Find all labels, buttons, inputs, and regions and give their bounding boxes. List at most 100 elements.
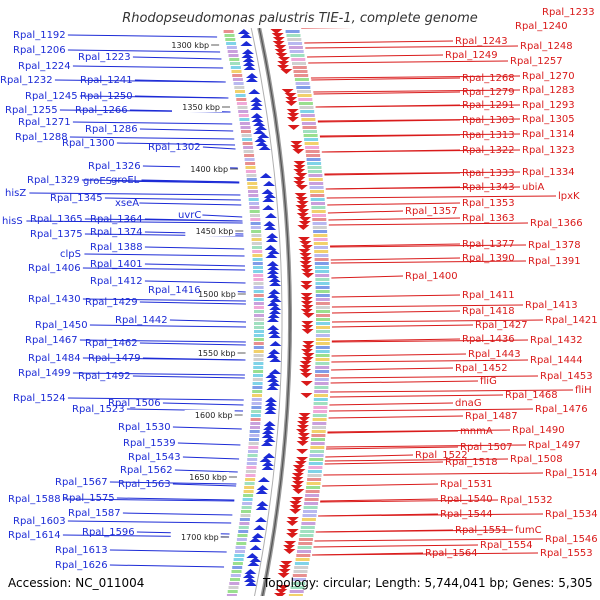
forward-leader-line	[84, 253, 245, 257]
reverse-gene-label: Rpal_1279	[462, 87, 515, 98]
reverse-leader-line	[329, 408, 534, 412]
map-title: Rhodopseudomonas palustris TIE-1, comple…	[122, 11, 478, 26]
reverse-leader-line	[319, 133, 521, 137]
cog-stripe-inner	[245, 162, 256, 165]
cog-stripe-outer	[309, 182, 324, 185]
forward-gene-arrow	[265, 253, 278, 258]
forward-gene-arrow	[250, 105, 263, 110]
reverse-leader-line	[323, 472, 544, 476]
kbp-tick-bg	[180, 164, 231, 174]
cog-stripe-outer	[312, 414, 327, 417]
reverse-gene-label: Rpal_1518	[445, 457, 498, 468]
forward-gene-label: Rpal_1543	[128, 452, 181, 463]
forward-gene-label: Rpal_1462	[85, 338, 138, 349]
reverse-leader-line	[313, 91, 461, 95]
kbp-tick-bg	[161, 40, 212, 50]
forward-gene-label: groES	[83, 176, 112, 187]
reverse-gene-arrow	[298, 413, 311, 418]
reverse-gene-arrow	[300, 285, 313, 290]
cog-stripe-outer	[315, 306, 330, 309]
reverse-gene-arrow	[277, 61, 290, 66]
forward-gene-label: Rpal_1429	[85, 297, 138, 308]
kbp-tick-label: 1550 kbp	[198, 349, 236, 358]
forward-leader-line	[139, 301, 246, 305]
cog-stripe-inner	[245, 474, 256, 477]
cog-stripe-inner	[253, 334, 264, 337]
forward-gene-label: Rpal_1364	[90, 214, 143, 225]
forward-gene-label: Rpal_1626	[55, 560, 108, 571]
forward-gene-label: Rpal_1523	[72, 404, 125, 415]
reverse-gene-label: Rpal_1444	[530, 355, 583, 366]
forward-gene-arrow	[267, 377, 280, 382]
forward-gene-arrow	[245, 77, 258, 82]
cog-stripe-outer	[315, 338, 330, 341]
forward-gene-label: Rpal_1450	[35, 320, 88, 331]
reverse-gene-label: Rpal_1554	[480, 540, 533, 551]
genome-summary-text: Topology: circular; Length: 5,744,041 bp…	[262, 576, 593, 590]
forward-leader-line	[142, 357, 246, 361]
reverse-leader-line	[329, 394, 504, 398]
cog-stripe-outer	[312, 214, 326, 217]
cog-stripe-outer	[315, 274, 330, 277]
cog-stripe-outer	[300, 110, 315, 113]
reverse-leader-line	[308, 60, 509, 64]
reverse-gene-arrow	[284, 93, 297, 98]
cog-stripe-inner	[250, 222, 261, 225]
reverse-leader-line	[310, 75, 521, 79]
reverse-gene-arrow	[297, 437, 310, 442]
cog-stripe-outer	[314, 254, 329, 257]
cog-stripe-inner	[251, 238, 262, 241]
reverse-gene-arrow	[299, 217, 312, 222]
reverse-gene-arrow	[285, 101, 298, 106]
cog-stripe-inner	[236, 102, 247, 105]
reverse-gene-labels: Rpal_1233 Rpal_1240 Rpal_1243 Rpal_1248 Rpal…	[405, 7, 598, 559]
forward-leader-line	[139, 342, 246, 346]
reverse-gene-arrow	[300, 381, 313, 386]
cog-stripe-outer	[312, 222, 327, 225]
reverse-gene-label: Rpal_1391	[528, 256, 581, 267]
cog-stripe-outer	[307, 166, 322, 169]
reverse-gene-label: ubiA	[522, 182, 544, 193]
reverse-leader-line	[313, 544, 479, 548]
cog-stripe-outer	[312, 218, 327, 221]
reverse-gene-arrow	[301, 329, 314, 334]
kbp-tick-bg	[187, 289, 238, 299]
cog-stripe-inner	[253, 270, 264, 273]
cog-stripe-inner	[243, 146, 254, 149]
forward-gene-arrow	[262, 197, 275, 202]
cog-stripe-inner	[231, 570, 242, 573]
forward-gene-arrow	[264, 401, 277, 406]
forward-gene-arrow	[240, 41, 253, 46]
cog-stripe-outer	[307, 162, 322, 165]
cog-stripe-outer	[312, 422, 327, 425]
reverse-gene-arrow	[287, 113, 300, 118]
forward-leader-line	[134, 95, 229, 99]
forward-gene-arrow	[256, 485, 269, 490]
reverse-gene-arrow	[284, 541, 297, 546]
forward-gene-arrow	[268, 349, 281, 354]
reverse-gene-label: Rpal_1476	[535, 404, 588, 415]
forward-gene-arrow	[261, 465, 274, 470]
cog-stripe-inner	[248, 442, 259, 445]
cog-stripe-inner	[226, 46, 237, 49]
reverse-leader-line	[330, 389, 574, 393]
cog-stripe-inner	[253, 342, 264, 345]
reverse-gene-arrow	[280, 69, 293, 74]
forward-leader-line	[72, 121, 233, 125]
reverse-leader-line	[327, 210, 404, 214]
forward-gene-label: Rpal_1430	[28, 294, 81, 305]
forward-gene-label: Rpal_1192	[13, 30, 66, 41]
cog-stripe-inner	[247, 186, 258, 189]
cog-stripe-outer	[315, 374, 329, 377]
forward-gene-arrow	[251, 117, 264, 122]
cog-stripe-outer	[294, 74, 309, 77]
cog-stripe-inner	[248, 190, 258, 193]
forward-gene-arrow	[249, 545, 262, 550]
forward-gene-arrow	[268, 289, 281, 294]
feature-tracks	[223, 29, 330, 596]
reverse-gene-label: Rpal_1532	[500, 495, 553, 506]
reverse-gene-arrow	[294, 193, 307, 198]
cog-stripe-outer	[295, 82, 310, 85]
forward-leader-line	[139, 202, 242, 206]
cog-stripe-inner	[252, 382, 263, 385]
